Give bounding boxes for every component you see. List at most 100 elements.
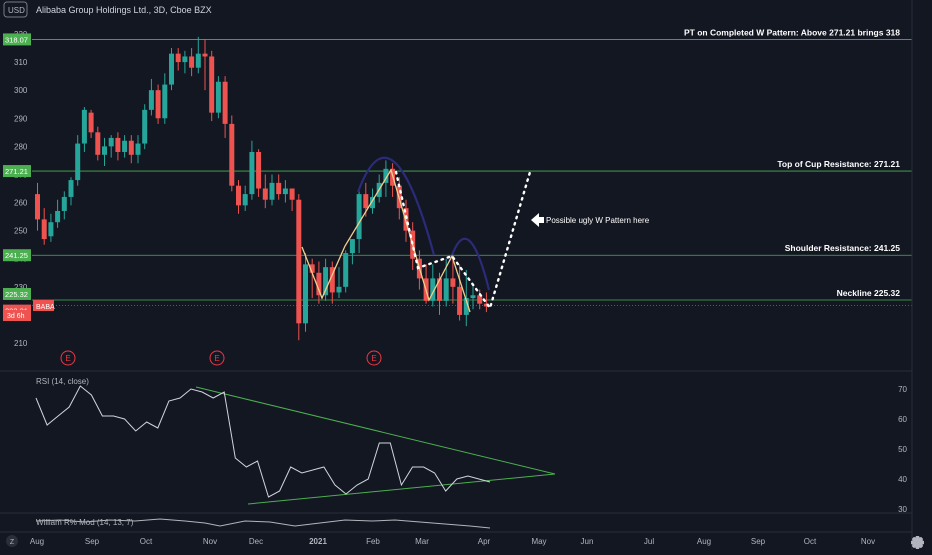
candle-5[interactable] (68, 177, 74, 206)
candle-11[interactable] (108, 135, 114, 158)
candle-14[interactable] (128, 135, 134, 164)
candle-body-1 (41, 219, 47, 240)
timezone-label[interactable]: Z (10, 539, 15, 546)
candle-13[interactable] (122, 135, 128, 158)
candle-38[interactable] (289, 188, 295, 211)
price-tag-1: 271.21 (5, 167, 28, 176)
earnings-label-1: E (65, 354, 70, 363)
candle-19[interactable] (162, 73, 168, 124)
candle-65[interactable] (470, 284, 476, 310)
candle-10[interactable] (102, 137, 107, 167)
candle-36[interactable] (276, 174, 282, 200)
candle-18[interactable] (155, 84, 161, 124)
candle-35[interactable] (269, 174, 275, 206)
candle-23[interactable] (189, 48, 195, 77)
candle-9[interactable] (95, 126, 101, 161)
candle-body-44 (329, 267, 335, 293)
time-tick-15: Nov (861, 537, 875, 546)
candle-2[interactable] (48, 213, 54, 242)
timezone-icon[interactable] (6, 535, 18, 547)
earnings-marker-3[interactable] (366, 350, 382, 366)
symbol-tag: BABA (36, 304, 55, 311)
rsi-axis[interactable]: 30 40 50 60 70 (898, 385, 907, 514)
candle-0[interactable] (35, 182, 40, 231)
williams-title: William R% Mod (14, 13, 7) (36, 518, 134, 527)
candle-46[interactable] (343, 250, 349, 293)
annotation-3: Neckline 225.32 (837, 288, 901, 298)
earnings-marker-1[interactable] (60, 350, 76, 366)
candle-24[interactable] (195, 36, 201, 74)
level-annotations: PT on Completed W Pattern: Above 271.21 … (684, 27, 900, 298)
candle-15[interactable] (135, 135, 141, 164)
cup-arc-small (448, 237, 491, 291)
candle-body-6 (75, 143, 81, 181)
candle-body-67 (483, 303, 489, 307)
rsi-tick-40: 40 (898, 475, 907, 484)
candle-33[interactable] (256, 149, 262, 197)
candle-45[interactable] (336, 267, 342, 299)
time-tick-12: Aug (697, 537, 711, 546)
candle-body-8 (88, 112, 94, 133)
time-tick-11: Jul (644, 537, 654, 546)
candle-7[interactable] (81, 107, 87, 152)
candle-1[interactable] (41, 208, 47, 245)
rsi-tick-30: 30 (898, 505, 907, 514)
time-axis[interactable]: Aug Sep Oct Nov Dec 2021 Feb Mar Apr May Jun Jul Aug… (30, 537, 875, 546)
currency-box[interactable] (3, 1, 28, 18)
candle-29[interactable] (229, 115, 235, 192)
candle-12[interactable] (115, 132, 121, 161)
earnings-marker-2[interactable] (209, 350, 225, 366)
candle-body-65 (470, 295, 476, 299)
candle-40[interactable] (303, 253, 308, 332)
candle-20[interactable] (169, 48, 174, 91)
candle-31[interactable] (242, 185, 248, 211)
candle-62[interactable] (450, 253, 456, 304)
symbol-tag-box (33, 300, 54, 311)
candle-16[interactable] (142, 104, 148, 150)
candle-25[interactable] (202, 39, 208, 91)
candle-41[interactable] (309, 258, 315, 299)
candle-6[interactable] (75, 135, 81, 186)
candle-22[interactable] (182, 50, 188, 74)
candle-30[interactable] (236, 180, 241, 214)
candle-body-22 (182, 56, 188, 63)
candle-8[interactable] (88, 109, 94, 138)
rsi-triangle-lower (247, 473, 556, 505)
candle-body-37 (282, 188, 288, 195)
candle-17[interactable] (148, 78, 154, 116)
candle-4[interactable] (61, 191, 67, 220)
earnings-markers: E E E (60, 350, 382, 366)
candle-body-9 (95, 132, 101, 155)
candle-63[interactable] (457, 264, 463, 321)
settings-gear-icon[interactable] (911, 536, 924, 549)
candle-67[interactable] (483, 292, 489, 313)
candle-body-21 (175, 53, 181, 63)
candle-32[interactable] (249, 140, 255, 200)
candle-27[interactable] (215, 76, 221, 119)
candle-body-18 (155, 90, 161, 119)
candle-26[interactable] (209, 50, 215, 122)
candle-48[interactable] (356, 188, 362, 254)
candle-44[interactable] (329, 261, 335, 304)
time-tick-3: Nov (203, 537, 217, 546)
candle-47[interactable] (349, 239, 355, 265)
candle-37[interactable] (282, 180, 288, 203)
candle-66[interactable] (477, 289, 483, 310)
candle-3[interactable] (55, 199, 61, 228)
candle-21[interactable] (175, 48, 181, 71)
currency-label[interactable]: USD (8, 6, 25, 15)
candle-39[interactable] (296, 194, 302, 341)
candle-28[interactable] (222, 76, 228, 138)
price-tick-230: 230 (14, 283, 28, 292)
candle-body-4 (61, 196, 67, 211)
candle-34[interactable] (262, 174, 268, 209)
candle-59[interactable] (430, 264, 436, 307)
annotation-2: Shoulder Resistance: 241.25 (785, 243, 901, 253)
candle-43[interactable] (323, 258, 329, 301)
candle-64[interactable] (463, 269, 469, 327)
candle-body-63 (457, 286, 463, 315)
rsi-tick-50: 50 (898, 445, 907, 454)
candle-body-43 (323, 267, 329, 296)
candle-42[interactable] (316, 261, 322, 304)
